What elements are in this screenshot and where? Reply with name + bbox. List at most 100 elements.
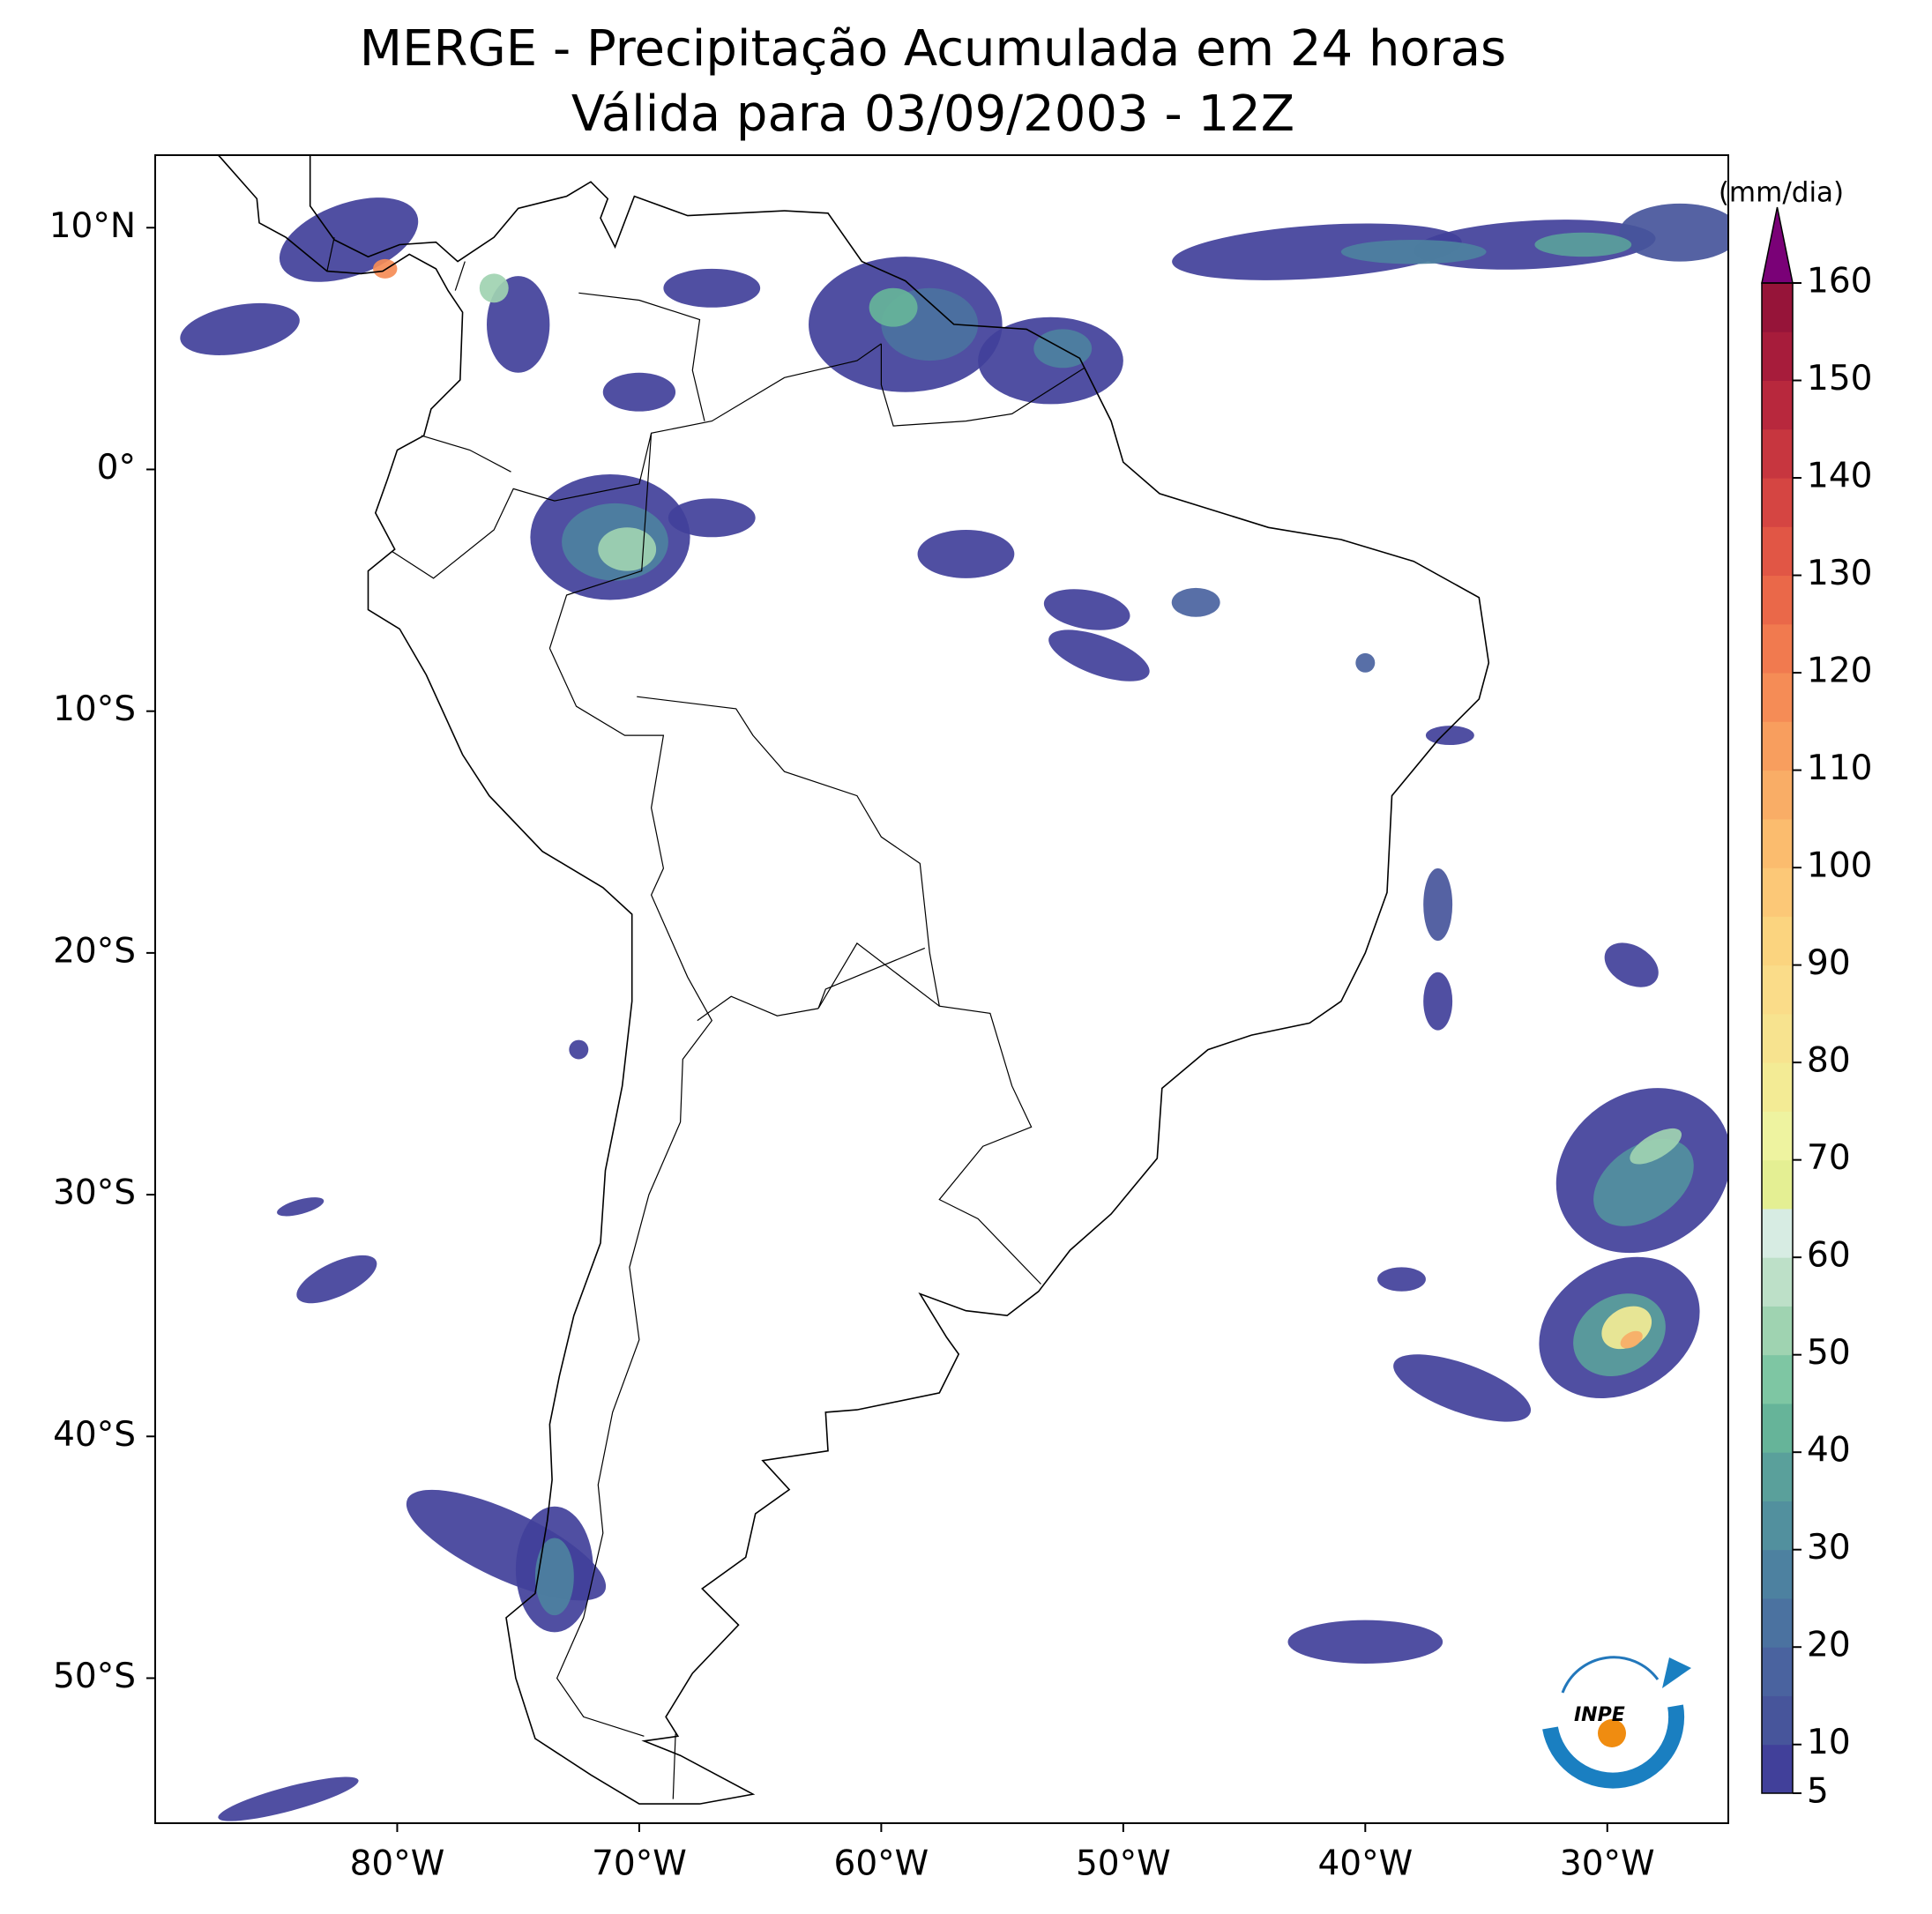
colorbar-bin xyxy=(1762,1403,1793,1453)
colorbar-bin xyxy=(1762,1111,1793,1161)
y-tick-label: 30°S xyxy=(53,1173,136,1213)
colorbar-label: (mm/dia) xyxy=(1719,177,1844,209)
colorbar-bin xyxy=(1762,526,1793,577)
x-tick-label: 30°W xyxy=(1560,1844,1655,1884)
precip-area xyxy=(1630,1128,1682,1165)
colorbar-tick-label: 110 xyxy=(1807,748,1872,788)
colorbar-bin xyxy=(1762,1013,1793,1063)
colorbar-tick-label: 60 xyxy=(1807,1236,1851,1276)
precip-area xyxy=(218,1776,359,1821)
precip-area xyxy=(180,302,300,355)
colorbar-tick-label: 70 xyxy=(1807,1138,1851,1178)
colorbar-bin xyxy=(1762,868,1793,917)
colorbar-tick-label: 150 xyxy=(1807,359,1872,398)
colorbar-tick-label: 80 xyxy=(1807,1041,1851,1081)
precip-area xyxy=(1355,652,1376,673)
precip-area xyxy=(1423,868,1453,942)
colorbar-bin xyxy=(1762,1354,1793,1404)
border xyxy=(817,942,940,1009)
precip-area xyxy=(569,1039,589,1060)
colorbar-bin xyxy=(1762,673,1793,722)
precip-area xyxy=(917,530,1015,578)
x-tick-label: 50°W xyxy=(1076,1844,1171,1884)
y-tick-label: 50°S xyxy=(53,1657,136,1696)
colorbar-bin xyxy=(1762,818,1793,868)
y-tick-label: 20°S xyxy=(53,931,136,971)
precip-area xyxy=(598,527,657,571)
colorbar-tick-label: 100 xyxy=(1807,846,1872,886)
precip-area xyxy=(1593,1138,1694,1226)
y-tick-label: 10°S xyxy=(53,689,136,729)
colorbar-bin xyxy=(1762,428,1793,479)
colorbar-tick-label: 20 xyxy=(1807,1626,1851,1665)
precip-area xyxy=(1604,942,1659,987)
precip-area xyxy=(479,273,509,303)
colorbar-tick-label: 120 xyxy=(1807,652,1872,691)
y-tick-label: 10°N xyxy=(49,206,136,246)
precip-area xyxy=(1048,629,1150,681)
y-tick-label: 40°S xyxy=(53,1415,136,1455)
precip-area xyxy=(869,287,918,327)
colorbar-bin xyxy=(1762,283,1793,332)
colorbar-tick-label: 90 xyxy=(1807,943,1851,983)
colorbar-tick-label: 40 xyxy=(1807,1431,1851,1471)
precip-area xyxy=(1423,972,1453,1031)
border xyxy=(672,1733,676,1799)
colorbar-extend xyxy=(1761,206,1794,284)
colorbar-tick-label: 5 xyxy=(1807,1772,1829,1812)
colorbar-bin xyxy=(1762,1647,1793,1696)
precip-area xyxy=(1377,1267,1426,1292)
border xyxy=(548,433,653,649)
border xyxy=(421,435,511,473)
colorbar-bin xyxy=(1762,1208,1793,1258)
precip-area xyxy=(279,197,419,282)
precip-area xyxy=(668,498,756,538)
precip-area xyxy=(663,268,761,308)
border xyxy=(548,648,713,1737)
border xyxy=(454,261,466,291)
logo-text: INPE xyxy=(1574,1704,1625,1726)
border xyxy=(578,292,705,421)
map-subtitle: Válida para 03/09/2003 - 12Z xyxy=(571,86,1294,143)
colorbar-bin xyxy=(1762,1452,1793,1501)
coastline xyxy=(217,155,1490,1805)
precip-area xyxy=(1171,587,1220,617)
precip-area xyxy=(1172,223,1462,280)
colorbar-bin xyxy=(1762,721,1793,771)
x-tick-label: 70°W xyxy=(592,1844,687,1884)
precip-area xyxy=(602,372,676,412)
border xyxy=(697,995,819,1022)
inpe-logo: INPE xyxy=(1542,1656,1691,1789)
colorbar-bin xyxy=(1762,1257,1793,1307)
colorbar-bin xyxy=(1762,1159,1793,1210)
colorbar-bin xyxy=(1762,331,1793,382)
colorbar-frame xyxy=(1761,282,1794,1794)
colorbar-bin xyxy=(1762,478,1793,527)
y-tick-label: 0° xyxy=(97,448,136,488)
x-tick-label: 80°W xyxy=(350,1844,445,1884)
colorbar-tick-label: 130 xyxy=(1807,554,1872,593)
colorbar-bin xyxy=(1762,916,1793,966)
colorbar-bin xyxy=(1762,1744,1793,1794)
colorbar-bin xyxy=(1762,380,1793,430)
precip-area xyxy=(534,1538,574,1616)
border xyxy=(326,237,335,272)
map-frame xyxy=(154,154,1729,1824)
x-tick-label: 60°W xyxy=(834,1844,929,1884)
colorbar-tick-label: 50 xyxy=(1807,1333,1851,1373)
map-title: MERGE - Precipitação Acumulada em 24 hor… xyxy=(360,20,1506,78)
precip-area xyxy=(1043,589,1130,630)
precip-area xyxy=(1393,1354,1532,1422)
map-area xyxy=(180,155,1728,1821)
precip-area xyxy=(487,276,550,373)
colorbar-bin xyxy=(1762,1549,1793,1599)
x-tick-label: 40°W xyxy=(1317,1844,1413,1884)
precip-area xyxy=(1619,203,1728,262)
precip-area xyxy=(1534,232,1632,257)
border xyxy=(392,343,882,579)
colorbar-tick-label: 160 xyxy=(1807,262,1872,302)
precip-area xyxy=(277,1197,324,1217)
precip-area xyxy=(373,258,398,279)
colorbar-tick-label: 10 xyxy=(1807,1723,1851,1762)
